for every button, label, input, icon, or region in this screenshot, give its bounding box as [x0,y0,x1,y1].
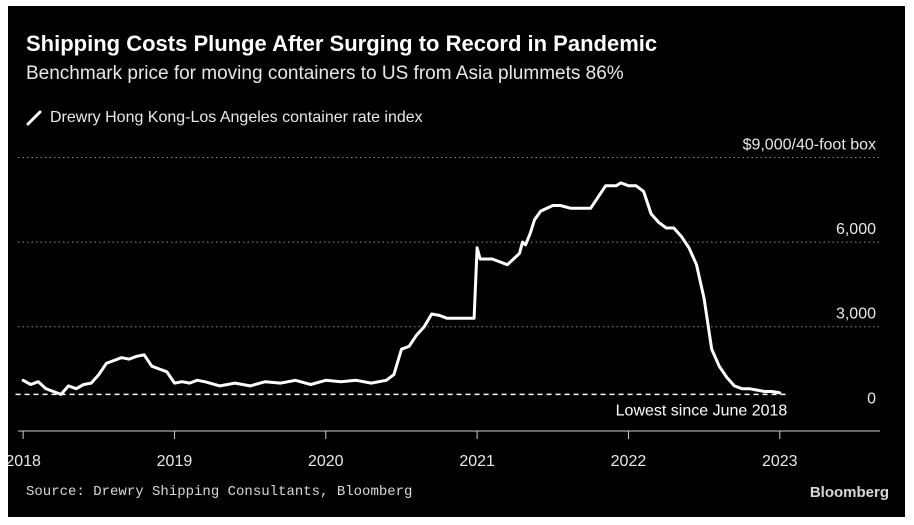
x-tick-label: 2023 [762,453,798,470]
x-tick-label: 2020 [308,453,344,470]
legend-line-icon [26,110,42,126]
x-tick-label: 2022 [611,453,647,470]
chart-frame: Shipping Costs Plunge After Surging to R… [8,6,905,517]
reference-line-label: Lowest since June 2018 [616,402,788,419]
y-tick-label: 3,000 [836,306,876,323]
y-tick-label: 0 [867,390,876,407]
chart-title: Shipping Costs Plunge After Surging to R… [26,31,658,56]
x-tick-label: 2021 [459,453,495,470]
y-tick-label: $9,000/40-foot box [743,137,876,154]
brand-logo: Bloomberg [809,484,889,501]
x-tick-label: 2019 [157,453,193,470]
legend-label: Drewry Hong Kong-Los Angeles container r… [50,109,423,126]
line-chart: 0 3,000 6,000 $9,000/40-foot box 2018 2019 202… [8,137,880,470]
chart-subtitle: Benchmark price for moving containers to… [26,63,624,84]
source-note: Source: Drewry Shipping Consultants, Blo… [26,484,413,500]
y-tick-label: 6,000 [836,221,876,238]
legend: Drewry Hong Kong-Los Angeles container r… [26,109,423,127]
series-line [21,181,782,396]
x-tick-label: 2018 [8,453,41,470]
